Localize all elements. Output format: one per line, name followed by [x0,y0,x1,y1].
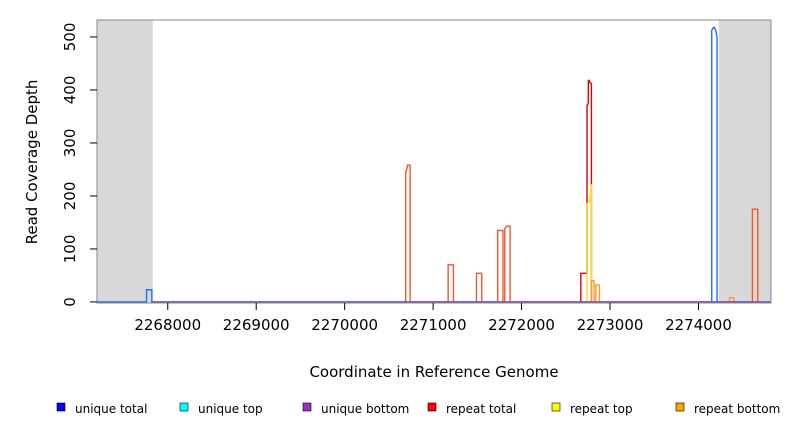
plot-frame [96,19,772,304]
y-tick-label: 400 [61,76,79,105]
legend-label-3: unique bottom [321,402,409,416]
x-tick-label: 2272000 [488,316,555,334]
y-tick-label: 500 [61,23,79,52]
shaded-region-2 [718,20,771,303]
legend-label-6: repeat bottom [694,402,780,416]
y-axis-label: Read Coverage Depth [23,80,41,245]
y-tick-label: 300 [61,129,79,158]
x-axis-label: Coordinate in Reference Genome [309,363,558,381]
y-tick-label: 200 [61,182,79,211]
y-tick-label: 100 [61,235,79,264]
legend: unique total unique top unique bottom repea… [56,402,780,416]
x-tick-label: 2271000 [400,316,467,334]
series-line-1 [97,26,771,303]
legend-label-2: unique top [198,402,263,416]
x-tick-label: 2270000 [311,316,378,334]
series-line-3 [586,184,594,303]
x-tick-label: 2273000 [577,316,644,334]
shaded-region-1 [97,20,153,303]
legend-label-1: unique total [75,402,147,416]
x-tick-label: 2268000 [134,316,201,334]
shaded-regions [97,20,771,303]
x-tick-label: 2274000 [665,316,732,334]
legend-label-5: repeat top [570,402,633,416]
legend-swatch-3 [302,402,312,412]
legend-swatch-1 [56,402,66,412]
series-lines [97,26,771,303]
x-tick-label: 2269000 [223,316,290,334]
legend-swatch-6 [675,402,685,412]
legend-swatch-5 [551,402,561,412]
legend-swatch-4 [427,402,437,412]
y-tick-label: 0 [61,297,79,307]
legend-label-4: repeat total [446,402,516,416]
series-line-5 [405,164,759,303]
axes: 2268000 2269000 2270000 2271000 2272000 22730… [61,23,732,334]
series-line-2 [580,79,594,303]
series-line-4 [590,280,735,303]
legend-swatch-2 [179,402,189,412]
